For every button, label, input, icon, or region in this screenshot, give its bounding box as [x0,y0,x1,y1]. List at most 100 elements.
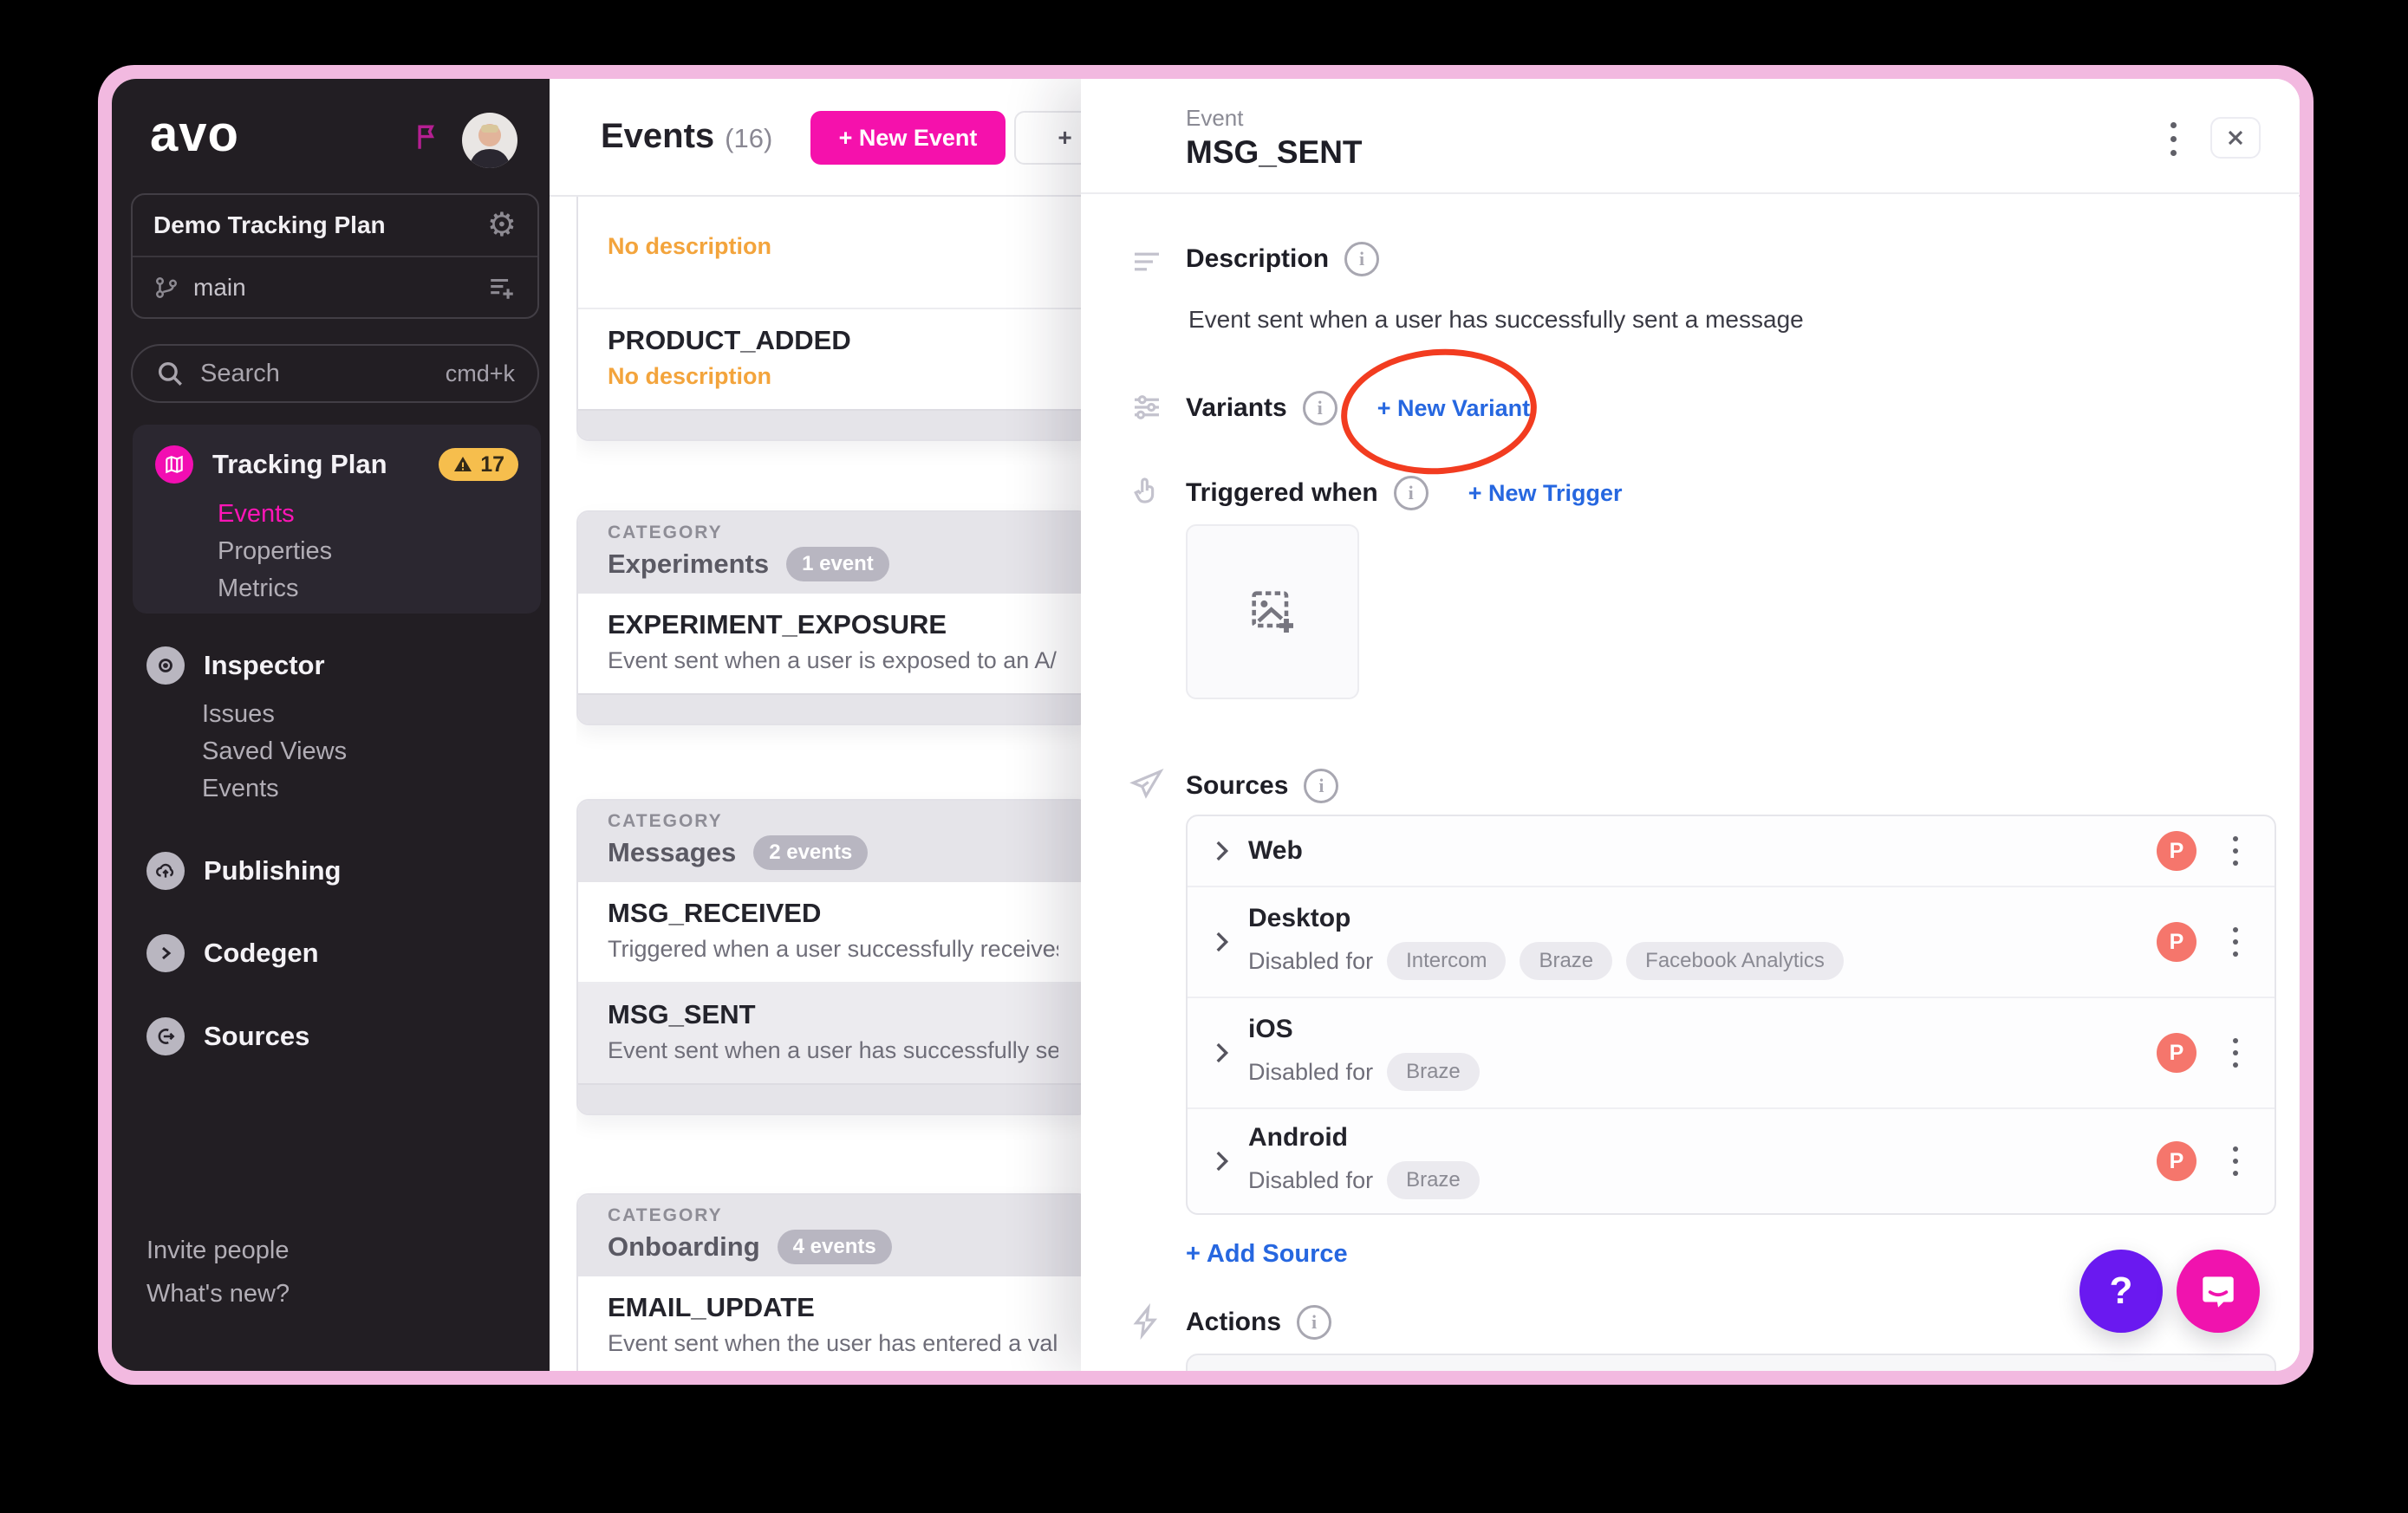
sidebar-item-metrics[interactable]: Metrics [218,575,299,602]
inspector-icon [146,646,185,685]
description-text: Event sent when a user has successfully … [1188,306,1804,333]
sources-icon [146,1017,185,1055]
info-icon[interactable]: i [1302,391,1337,425]
whats-new-link[interactable]: What's new? [146,1280,290,1308]
integration-pill: Facebook Analytics [1626,942,1844,980]
chevron-right-icon[interactable] [1207,1146,1236,1176]
source-menu-icon[interactable] [2228,922,2243,962]
invite-people-link[interactable]: Invite people [146,1237,290,1264]
search-input[interactable]: Search cmd+k [131,344,539,403]
sidebar-item-tracking-plan[interactable]: Tracking Plan 17 [155,445,518,484]
integration-pill: Braze [1520,942,1613,980]
event-row-partial[interactable]: No description [608,233,772,259]
integration-pill: Braze [1387,1053,1480,1091]
info-icon[interactable]: i [1297,1305,1332,1340]
plan-name: Demo Tracking Plan [153,211,386,238]
actions-card [1186,1354,2276,1371]
sidebar-item-issues[interactable]: Issues [202,700,275,728]
event-row-msg-received[interactable]: MSG_RECEIVED Triggered when a user succe… [608,898,1058,962]
triggered-when-icon [1129,474,1165,510]
info-icon[interactable]: i [1304,769,1339,803]
sidebar: avo Demo Tracking Plan [112,79,550,1371]
variants-section: Variants i + New Variant [1186,391,1530,425]
plan-row[interactable]: Demo Tracking Plan ⚙ [133,195,537,256]
event-row-product-added[interactable]: PRODUCT_ADDED No description [578,308,1088,409]
codegen-icon [146,934,185,972]
user-avatar[interactable] [462,113,517,168]
gear-icon[interactable]: ⚙ [486,207,517,244]
branch-row[interactable]: main [133,256,537,318]
integration-pill: Intercom [1387,942,1507,980]
source-row-android[interactable]: Android Disabled for Braze P [1188,1107,2275,1213]
event-row-experiment-exposure[interactable]: EXPERIMENT_EXPOSURE Event sent when a us… [608,609,1058,673]
source-menu-icon[interactable] [2228,1033,2243,1073]
new-event-button[interactable]: + New Event [810,111,1006,165]
search-placeholder: Search [200,359,280,387]
new-trigger-link[interactable]: + New Trigger [1468,479,1623,506]
sidebar-item-sources[interactable]: Sources [146,1016,309,1056]
info-icon[interactable]: i [1393,476,1429,510]
description-icon [1129,244,1165,280]
workspace-switcher: Demo Tracking Plan ⚙ main [131,193,539,319]
sidebar-item-publishing[interactable]: Publishing [146,851,341,891]
tracking-plan-icon [155,445,193,484]
info-icon[interactable]: i [1344,242,1380,276]
event-row-msg-sent[interactable]: MSG_SENT Event sent when a user has succ… [578,982,1088,1083]
source-row-ios[interactable]: iOS Disabled for Braze P [1188,997,2275,1107]
category-count-badge: 4 events [777,1230,892,1264]
source-status-badge: P [2157,831,2196,871]
flag-icon[interactable] [413,122,443,153]
sidebar-item-properties[interactable]: Properties [218,537,333,565]
sources-section: Sources i [1186,769,1339,803]
help-button[interactable]: ? [2079,1250,2163,1333]
chevron-right-icon[interactable] [1207,927,1236,957]
sidebar-item-inspector[interactable]: Inspector [146,646,325,685]
description-section: Description i [1186,242,1380,276]
category-count-badge: 2 events [753,835,869,870]
category-name: Experiments [608,549,770,579]
source-status-badge: P [2157,922,2196,962]
warning-badge: 17 [439,448,518,481]
page-title: Events (16) [601,117,773,155]
actions-section: Actions i [1186,1305,1332,1340]
sources-section-icon [1129,767,1165,803]
publishing-icon [146,852,185,890]
source-status-badge: P [2157,1033,2196,1073]
new-variant-link[interactable]: + New Variant [1376,394,1531,421]
card-footer [578,409,1088,439]
tracking-plan-section: Tracking Plan 17 Events Properties Met [133,425,541,614]
triggered-when-section: Triggered when i + New Trigger [1186,476,1623,510]
app-window: avo Demo Tracking Plan [98,65,2314,1385]
add-source-link[interactable]: + Add Source [1186,1240,1348,1268]
events-list: No description PRODUCT_ADDED No descript… [576,197,1097,1371]
chevron-right-icon[interactable] [1207,1038,1236,1068]
event-row-email-update[interactable]: EMAIL_UPDATE Event sent when the user ha… [608,1292,1058,1356]
avo-logo: avo [150,106,239,162]
source-menu-icon[interactable] [2228,831,2243,871]
category-name: Messages [608,837,737,867]
source-menu-icon[interactable] [2228,1141,2243,1181]
category-count-badge: 1 event [786,547,889,581]
chevron-right-icon[interactable] [1207,836,1236,866]
branch-icon [153,275,179,301]
source-row-web[interactable]: Web P [1188,816,2275,886]
category-name: Onboarding [608,1231,760,1262]
trigger-image-placeholder[interactable] [1186,524,1359,699]
close-button[interactable] [2210,117,2261,159]
integration-pill: Braze [1387,1161,1480,1199]
intercom-chat-button[interactable] [2177,1250,2260,1333]
category-header: CATEGORY Onboarding 4 events [578,1195,1088,1276]
sidebar-item-inspector-events[interactable]: Events [202,775,279,802]
branch-name: main [193,274,246,301]
detail-title: MSG_SENT [1186,134,1363,170]
detail-menu-icon[interactable] [2156,117,2190,160]
branch-add-icon[interactable] [487,273,517,302]
event-group-card-onboarding: CATEGORY Onboarding 4 events EMAIL_UPDAT… [576,1193,1090,1371]
add-source-row: + Add Source [1186,1240,1348,1269]
sidebar-item-events[interactable]: Events [218,500,295,528]
sidebar-item-codegen[interactable]: Codegen [146,933,319,973]
sources-card: Web P Desktop Disabled for Intercom [1186,815,2276,1215]
sidebar-item-saved-views[interactable]: Saved Views [202,737,348,765]
source-row-desktop[interactable]: Desktop Disabled for Intercom Braze Face… [1188,886,2275,997]
